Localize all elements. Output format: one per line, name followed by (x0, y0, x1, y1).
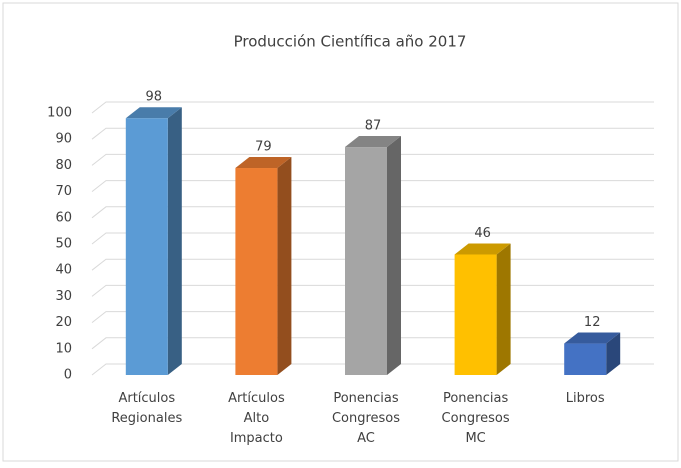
y-tick-label: 10 (55, 341, 72, 356)
x-tick-label-line: Regionales (111, 411, 182, 426)
bar-side (387, 136, 401, 375)
y-tick-label: 80 (55, 158, 72, 173)
value-label: 79 (255, 140, 272, 155)
x-tick-label-line: Congresos (332, 411, 400, 426)
x-tick-label-line: Artículos (228, 391, 285, 406)
grid-line (91, 180, 654, 192)
x-tick-label-line: Artículos (118, 391, 175, 406)
y-tick-label: 20 (55, 315, 72, 330)
x-tick-label-line: Ponencias (443, 391, 509, 406)
value-label: 46 (474, 226, 491, 241)
value-label: 12 (584, 315, 601, 330)
grid-line (91, 153, 654, 166)
value-label: 98 (146, 90, 163, 105)
x-tick-label: Artículos Alto Impacto (228, 391, 285, 446)
bar-top (564, 332, 621, 344)
y-tick-label: 0 (64, 368, 72, 383)
bar (345, 147, 387, 375)
bar-side (277, 157, 292, 375)
grid-line (91, 101, 654, 114)
x-tick-label-line: Libros (566, 391, 605, 406)
x-tick-label-line: AC (357, 431, 375, 446)
bar (125, 118, 168, 376)
x-tick-label: Artículos Regionales (111, 391, 182, 426)
bar-top (125, 107, 182, 119)
bar-top (454, 243, 511, 255)
x-tick-label-line: Impacto (230, 431, 283, 446)
bar-side (167, 107, 182, 376)
x-tick-label: Ponencias Congresos MC (442, 391, 510, 446)
bar (454, 254, 497, 375)
bar (564, 343, 607, 375)
value-label: 87 (365, 119, 382, 134)
x-tick-label: Libros (566, 391, 605, 406)
y-tick-label: 40 (55, 263, 72, 278)
y-tick-label: 70 (55, 184, 72, 199)
y-tick-label: 100 (47, 106, 72, 121)
bar-top (235, 157, 292, 169)
x-tick-label: Ponencias Congresos AC (332, 391, 400, 446)
bar-top (345, 136, 401, 148)
bar (235, 168, 278, 375)
grid-line (91, 206, 654, 219)
y-tick-label: 60 (55, 210, 72, 225)
bar-side (496, 243, 511, 375)
x-tick-label-line: Alto (244, 411, 270, 426)
chart-border (2, 2, 679, 462)
y-tick-label: 30 (55, 289, 72, 304)
y-tick-label: 90 (55, 132, 72, 147)
y-tick-label: 50 (55, 237, 72, 252)
x-tick-label-line: Ponencias (333, 391, 399, 406)
grid-line (91, 127, 654, 140)
x-tick-label-line: MC (465, 431, 485, 446)
x-tick-label-line: Congresos (442, 411, 510, 426)
chart-title: Producción Científica año 2017 (234, 33, 467, 51)
grid-line (91, 232, 654, 245)
bar-side (606, 332, 621, 375)
